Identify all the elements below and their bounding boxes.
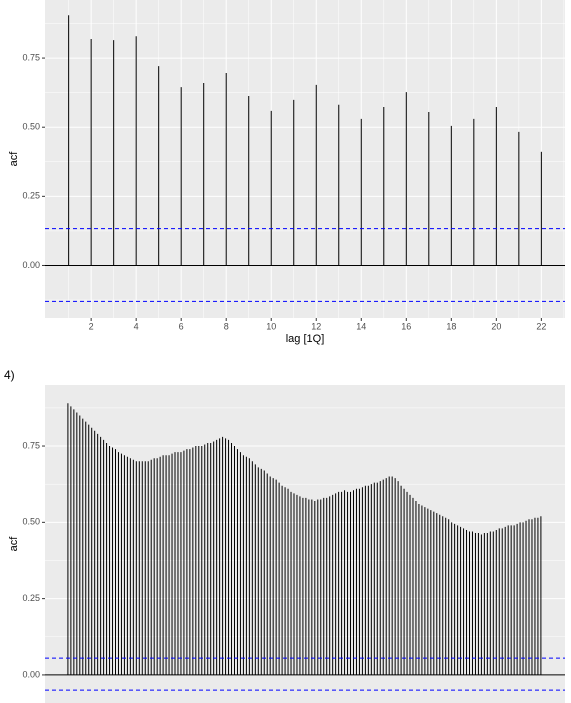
y-tick-label: 0.75 <box>22 440 40 450</box>
x-tick-label: 20 <box>491 321 501 331</box>
x-tick-label: 2 <box>89 321 94 331</box>
panel <box>45 0 565 318</box>
x-tick-label: 4 <box>134 321 139 331</box>
x-axis-title: lag [1Q] <box>286 333 325 345</box>
section-label: 4) <box>4 368 15 382</box>
plot-area <box>45 403 565 691</box>
x-tick-label: 18 <box>446 321 456 331</box>
x-tick-label: 6 <box>179 321 184 331</box>
x-tick-label: 12 <box>311 321 321 331</box>
y-tick-label: 0.00 <box>22 669 40 679</box>
x-tick-label: 10 <box>266 321 276 331</box>
plot-area <box>45 0 565 318</box>
x-tick-label: 22 <box>536 321 546 331</box>
panel-group <box>45 0 565 318</box>
x-tick-label: 8 <box>224 321 229 331</box>
y-tick-label: 0.50 <box>22 122 40 132</box>
y-tick-label: 0.25 <box>22 191 40 201</box>
y-tick-label: 0.00 <box>22 260 40 270</box>
y-axis-title: acf <box>8 151 20 167</box>
y-tick-label: 0.25 <box>22 593 40 603</box>
x-tick-label: 16 <box>401 321 411 331</box>
y-tick-label: 0.75 <box>22 52 40 62</box>
panel-group <box>45 385 565 703</box>
x-tick-label: 14 <box>356 321 366 331</box>
y-axis-title: acf <box>8 536 20 552</box>
y-tick-label: 0.50 <box>22 517 40 527</box>
